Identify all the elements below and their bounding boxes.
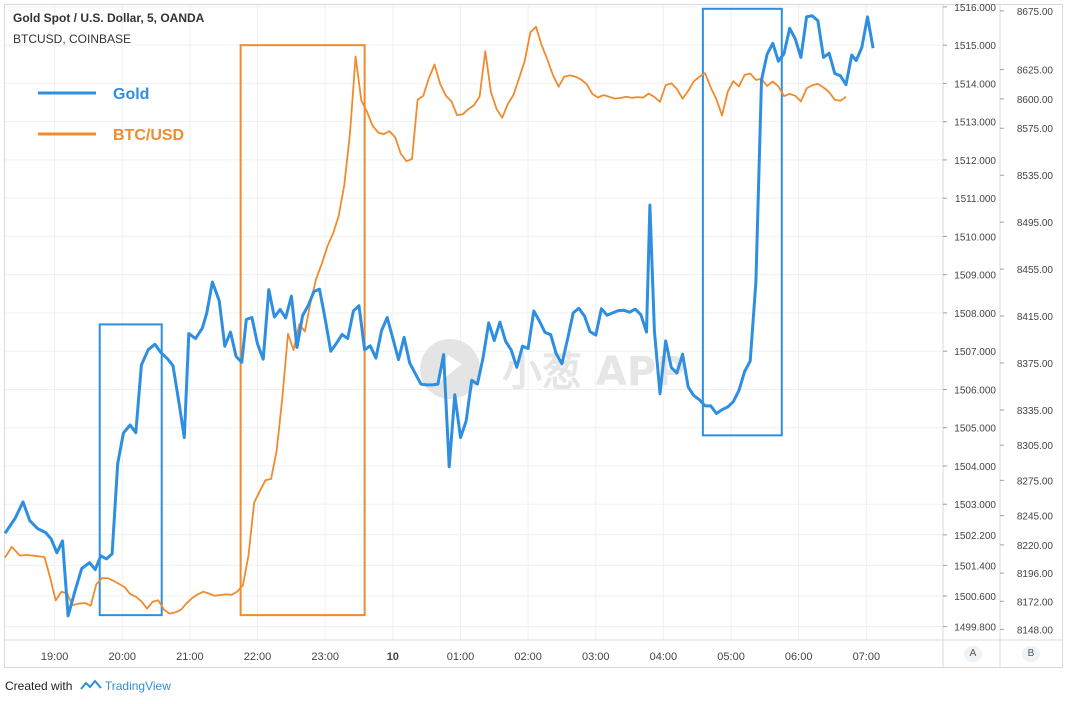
axis-b-button[interactable]: B (1022, 646, 1040, 662)
legend-label: Gold (113, 86, 149, 103)
grid (5, 5, 943, 640)
axis-b-tick-label: 8575.00 (1017, 124, 1054, 135)
axis-a-tick-label: 1504.000 (954, 462, 996, 473)
axis-a-tick-label: 1515.000 (954, 41, 996, 52)
x-tick-label: 01:00 (447, 651, 475, 663)
axis-b-tick-label: 8305.00 (1017, 441, 1054, 452)
watermark-text: 小葱 APP (502, 349, 686, 395)
axis-a-tick-label: 1503.000 (954, 500, 996, 511)
x-tick-label: 19:00 (41, 651, 69, 663)
axis-a-tick-label: 1516.000 (954, 3, 996, 14)
axis-b-tick-label: 8148.00 (1017, 625, 1054, 636)
watermark: 小葱 APP (420, 339, 686, 399)
x-tick-label: 21:00 (176, 651, 204, 663)
axis-b-tick-label: 8220.00 (1017, 541, 1054, 552)
footer: Created with TradingView (5, 679, 171, 693)
axis-a-tick-label: 1512.000 (954, 156, 996, 167)
axis-b-tick-label: 8495.00 (1017, 218, 1054, 229)
axis-a-tick-label: 1510.000 (954, 232, 996, 243)
axis-a-tick-label: 1511.000 (955, 194, 996, 205)
highlight-box (98, 323, 163, 617)
axis-a-tick-label: 1499.800 (954, 623, 996, 634)
axis-a-tick-label: 1502.200 (954, 531, 996, 542)
axis-b-tick-label: 8675.00 (1017, 7, 1054, 18)
chart-subtitle: BTCUSD, COINBASE (13, 32, 132, 46)
axis-b-tick-label: 8600.00 (1017, 95, 1054, 106)
axis-a-tick-label: 1505.000 (954, 424, 996, 435)
axis-a-tick-label: 1500.600 (954, 592, 996, 603)
x-tick-label: 10 (387, 651, 399, 663)
x-tick-label: 23:00 (311, 651, 339, 663)
axis-a-tick-label: 1514.000 (954, 79, 996, 90)
axis-a-tick-label: 1507.000 (954, 347, 996, 358)
x-tick-label: 07:00 (853, 651, 881, 663)
x-tick-label: 06:00 (785, 651, 813, 663)
axis-b-tick-label: 8625.00 (1017, 66, 1054, 77)
axis-b-tick-label: 8375.00 (1017, 359, 1054, 370)
tradingview-logo-icon (79, 679, 102, 690)
axis-a-tick-label: 1501.400 (954, 561, 996, 572)
x-tick-label: 20:00 (108, 651, 136, 663)
chart-border (4, 4, 1063, 668)
axis-a-tick-label: 1509.000 (954, 271, 996, 282)
x-tick-label: 04:00 (650, 651, 678, 663)
axis-b-tick-label: 8275.00 (1017, 476, 1054, 487)
series-line-gold (3, 14, 875, 618)
created-with-label: Created with (5, 679, 73, 693)
axis-b-tick-label: 8415.00 (1017, 312, 1054, 323)
chart-title: Gold Spot / U.S. Dollar, 5, OANDA (13, 11, 205, 25)
x-tick-label: 03:00 (582, 651, 610, 663)
axis-b-tick-label: 8196.00 (1017, 569, 1054, 580)
axis-b-tick-label: 8335.00 (1017, 406, 1054, 417)
axis-b-tick-label: 8172.00 (1017, 597, 1054, 608)
x-tick-label: 02:00 (514, 651, 542, 663)
highlight-box (239, 44, 366, 617)
legend: Gold BTC/USD (38, 86, 184, 144)
axis-b-tick-label: 8245.00 (1017, 512, 1054, 523)
axis-a-button[interactable]: A (964, 646, 982, 662)
axis-a-tick-label: 1508.000 (954, 309, 996, 320)
axis-a-tick-label: 1513.000 (954, 118, 996, 129)
tradingview-link[interactable]: TradingView (104, 679, 171, 693)
axis-b-tick-label: 8535.00 (1017, 171, 1054, 182)
x-tick-label: 22:00 (244, 651, 272, 663)
x-tick-label: 05:00 (717, 651, 745, 663)
series-line-btc-usd (4, 25, 847, 615)
axis-a-tick-label: 1506.000 (954, 385, 996, 396)
highlight-box (701, 7, 783, 437)
axis-b-tick-label: 8455.00 (1017, 265, 1054, 276)
legend-label: BTC/USD (113, 127, 184, 144)
